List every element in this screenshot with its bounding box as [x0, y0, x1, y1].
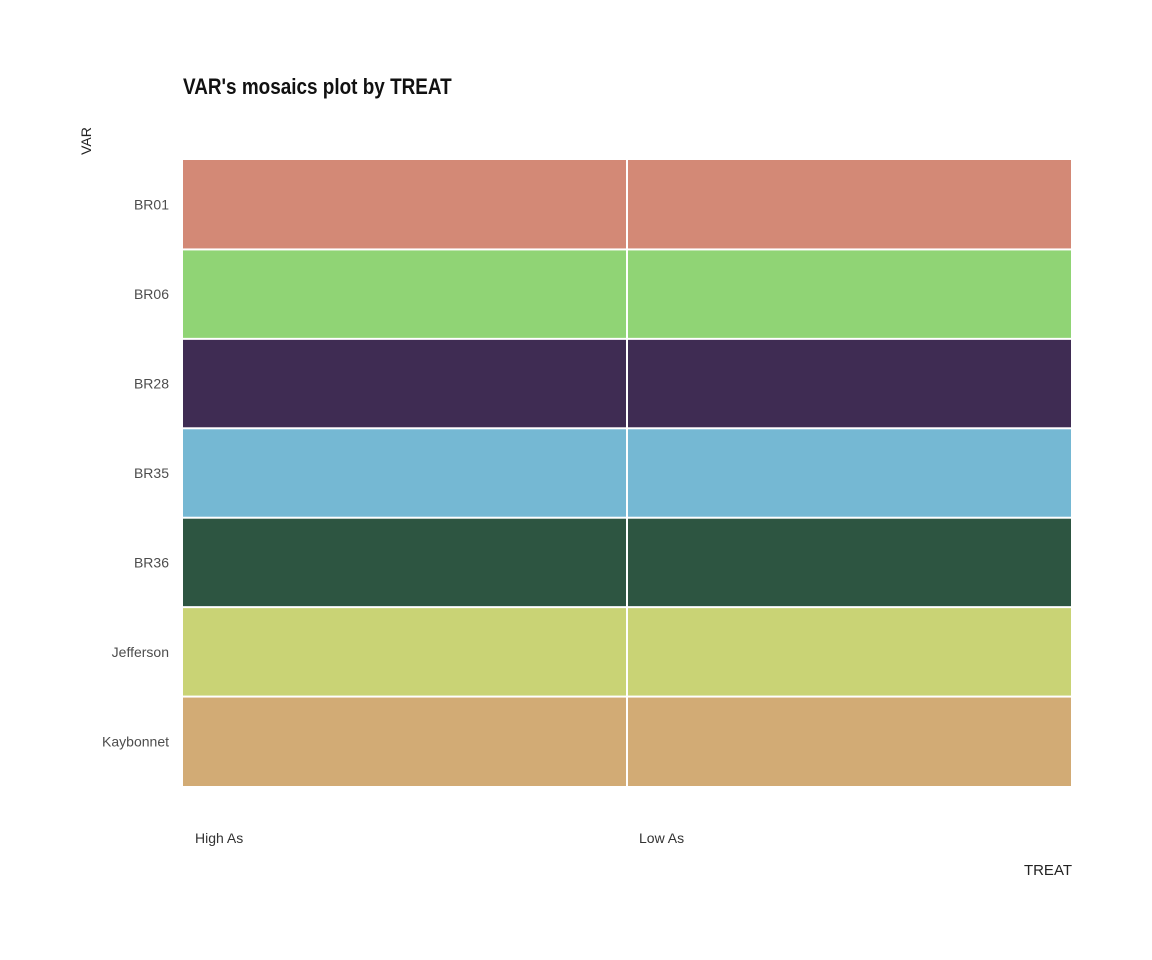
mosaic-tile-low-as-br36 [628, 518, 1071, 607]
y-tick-label: BR28 [134, 376, 169, 392]
chart-title: VAR's mosaics plot by TREAT [183, 74, 452, 99]
mosaic-tile-high-as-br35 [183, 429, 626, 517]
mosaic-tile-low-as-kaybonnet [628, 697, 1071, 786]
y-tick-label: BR06 [134, 286, 169, 302]
mosaic-tile-low-as-br28 [628, 339, 1071, 428]
mosaic-tile-high-as-br01 [183, 160, 626, 249]
mosaic-tile-high-as-kaybonnet [183, 697, 626, 786]
mosaic-tile-low-as-jefferson [628, 608, 1071, 696]
x-axis-title: TREAT [1023, 862, 1072, 879]
mosaic-tile-high-as-br06 [183, 250, 626, 338]
mosaic-tile-low-as-br01 [628, 160, 1071, 249]
x-tick-label: Low As [639, 830, 684, 846]
mosaic-tile-high-as-jefferson [183, 608, 626, 696]
x-tick-label: High As [195, 830, 243, 846]
mosaic-tile-low-as-br35 [628, 429, 1071, 517]
mosaic-tile-high-as-br28 [183, 339, 626, 428]
y-tick-label: Jefferson [112, 644, 169, 660]
y-tick-label: BR35 [134, 465, 169, 481]
mosaic-tile-low-as-br06 [628, 250, 1071, 338]
y-tick-label: BR36 [134, 554, 169, 570]
y-tick-label: Kaybonnet [102, 733, 169, 749]
mosaic-tile-high-as-br36 [183, 518, 626, 607]
y-tick-label: BR01 [134, 197, 169, 213]
